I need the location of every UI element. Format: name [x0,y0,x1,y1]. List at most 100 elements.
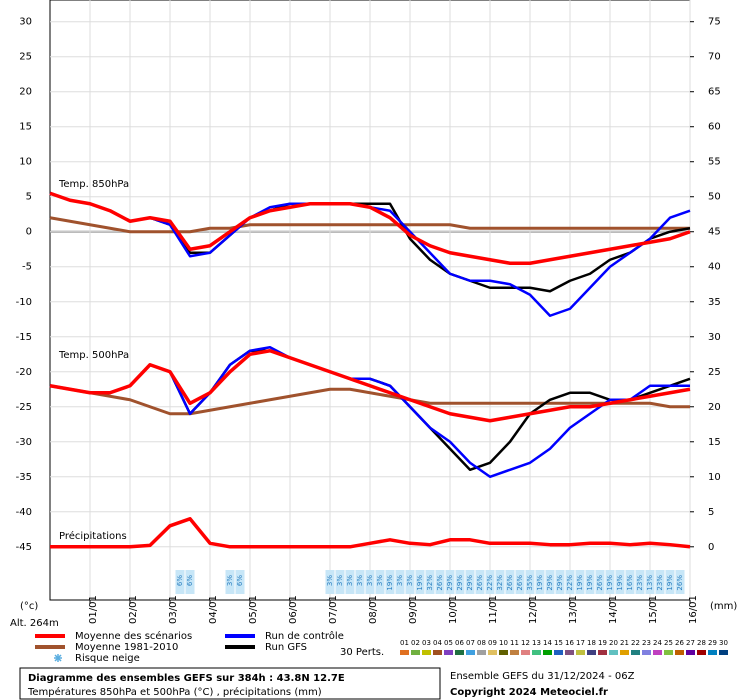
y2-tick-label: 50 [708,192,721,203]
snow-risk-label: 6% [186,575,194,586]
perturbation-label: 23 [642,639,651,647]
x-tick-label: 04/01 [208,595,219,624]
snow-risk [575,570,585,594]
perturbation-swatch [543,650,552,655]
perturbation-label: 15 [554,639,563,647]
x-tick-label: 02/01 [128,595,139,624]
snow-risk-label: 6% [236,575,244,586]
perturbation-label: 03 [422,639,431,647]
snow-risk [395,570,405,594]
snow-risk-label: 19% [576,575,584,591]
y2-axis-label: (mm) [710,601,737,612]
y-tick-label: 20 [19,87,32,98]
legend-label: Run GFS [265,642,307,653]
snow-risk-label: 26% [516,575,524,591]
legend-label: Moyenne 1981-2010 [75,642,178,653]
snow-risk-label: 6% [176,575,184,586]
snow-risk-label: 23% [656,575,664,591]
y-tick-label: -15 [16,332,32,343]
y2-tick-label: 75 [708,17,721,28]
perturbation-swatch [499,650,508,655]
snow-risk [235,570,245,594]
y2-tick-label: 0 [708,542,714,553]
x-tick-label: 06/01 [288,595,299,624]
snow-risk [455,570,465,594]
copyright: Copyright 2024 Meteociel.fr [450,687,608,698]
y-tick-label: 15 [19,122,32,133]
x-tick-label: 14/01 [608,595,619,624]
snow-risk [405,570,415,594]
perturbation-swatch [631,650,640,655]
x-tick-label: 08/01 [368,595,379,624]
perturbation-swatch [422,650,431,655]
perturbation-label: 02 [411,639,420,647]
x-tick-label: 05/01 [248,595,259,624]
snow-risk-label: 29% [556,575,564,591]
perturbation-label: 27 [686,639,695,647]
snow-risk [445,570,455,594]
snow-risk [665,570,675,594]
snow-risk-label: 22% [486,575,494,591]
y-tick-label: -20 [16,367,32,378]
perturbation-label: 22 [631,639,640,647]
series-line [49,216,690,234]
perturbation-label: 05 [444,639,453,647]
snow-risk [425,570,435,594]
legend-label: Moyenne des scénarios [75,630,192,642]
snow-risk-label: 19% [586,575,594,591]
y2-tick-label: 70 [708,52,721,63]
perturbation-swatch [675,650,684,655]
snow-risk [375,570,385,594]
snow-risk [175,570,185,594]
x-tick-label: 12/01 [528,595,539,624]
snow-risk-label: 19% [416,575,424,591]
perturbation-label: 18 [587,639,596,647]
perturbation-swatch [400,650,409,655]
y2-tick-label: 40 [708,262,721,273]
snow-risk-label: 3% [356,575,364,586]
y-tick-label: -40 [16,507,32,518]
snow-risk-label: 3% [396,575,404,586]
y2-tick-label: 5 [708,507,714,518]
perturbation-label: 06 [455,639,464,647]
perturbation-swatch [554,650,563,655]
snow-risk [655,570,665,594]
snow-risk-label: 16% [626,575,634,591]
snow-risk [645,570,655,594]
perturbation-label: 10 [499,639,508,647]
snow-risk-label: 19% [386,575,394,591]
snow-risk-label: 3% [226,575,234,586]
perturbation-swatch [477,650,486,655]
x-tick-label: 11/01 [488,595,499,624]
annotation: Précipitations [59,530,127,542]
perturbation-swatch [510,650,519,655]
series-line [50,517,691,549]
perturbation-swatch [488,650,497,655]
snow-risk [505,570,515,594]
snow-risk-label: 26% [506,575,514,591]
snow-risk [225,570,235,594]
perturbation-swatch [653,650,662,655]
perturbation-label: 25 [664,639,673,647]
snow-risk-label: 23% [636,575,644,591]
perturbation-label: 04 [433,639,442,647]
footer-box [19,667,441,700]
snow-risk [185,570,195,594]
y-tick-label: -5 [22,262,32,273]
perturbation-swatch [598,650,607,655]
footer-title: Diagramme des ensembles GEFS sur 384h : … [28,673,345,684]
y2-tick-label: 45 [708,227,721,238]
snow-risk-label: 22% [566,575,574,591]
x-tick-label: 15/01 [648,595,659,624]
y2-tick-label: 15 [708,437,721,448]
snow-risk-label: 13% [646,575,654,591]
perturbation-swatch [719,650,728,655]
perturbation-label: 17 [576,639,585,647]
footer-subtitle: Températures 850hPa et 500hPa (°C) , pré… [27,686,322,698]
snow-risk [485,570,495,594]
y-tick-label: 10 [19,157,32,168]
perturbation-label: 29 [708,639,717,647]
snow-risk [325,570,335,594]
snow-risk [345,570,355,594]
perturbation-swatch [664,650,673,655]
